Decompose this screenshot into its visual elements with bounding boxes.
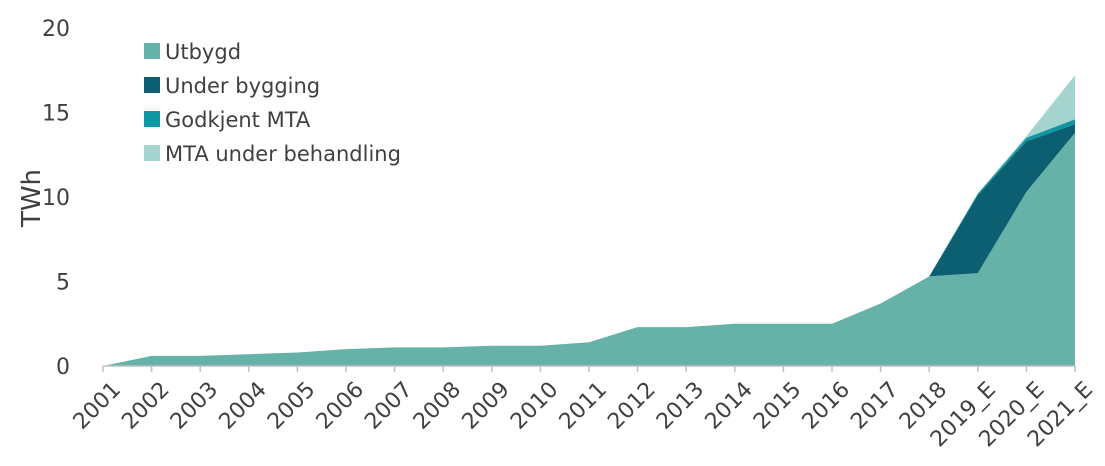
y-tick-label: 0: [56, 355, 70, 380]
x-tick-label: 2015: [749, 377, 806, 434]
legend-label: Under bygging: [165, 74, 320, 98]
y-tick-label: 20: [42, 17, 70, 42]
legend-label: Godkjent MTA: [165, 108, 311, 132]
y-tick-label: 5: [56, 271, 70, 296]
x-tick-label: 2007: [360, 377, 417, 434]
legend-swatch: [144, 43, 160, 59]
area-series-utbygd: [103, 132, 1075, 366]
x-tick-label: 2012: [603, 377, 660, 434]
x-tick-label: 2004: [215, 377, 272, 434]
x-tick-label: 2006: [312, 377, 369, 434]
legend: Utbygd Under bygging Godkjent MTA MTA under…: [144, 40, 401, 166]
x-tick-label: 2013: [652, 377, 709, 434]
x-tick-label: 2008: [409, 377, 466, 434]
area-series-group: [103, 75, 1075, 367]
y-axis-title: TWh: [17, 169, 47, 228]
x-tick-label: 2011: [555, 377, 612, 434]
x-tick-label: 2017: [846, 377, 903, 434]
x-tick-label: 2016: [798, 377, 855, 434]
x-tick-label: 2005: [263, 377, 320, 434]
x-tick-label: 2001: [69, 377, 126, 434]
y-tick-label: 15: [42, 102, 70, 127]
legend-label: MTA under behandling: [165, 142, 401, 166]
x-tick-label: 2003: [166, 377, 223, 434]
x-tick-label: 2002: [117, 377, 174, 434]
legend-swatch: [144, 77, 160, 93]
legend-label: Utbygd: [165, 40, 241, 64]
x-tick-label: 2009: [458, 377, 515, 434]
x-tick-label: 2014: [701, 377, 758, 434]
x-tick-label: 2010: [506, 377, 563, 434]
y-tick-label: 10: [42, 186, 70, 211]
legend-swatch: [144, 145, 160, 161]
legend-swatch: [144, 111, 160, 127]
